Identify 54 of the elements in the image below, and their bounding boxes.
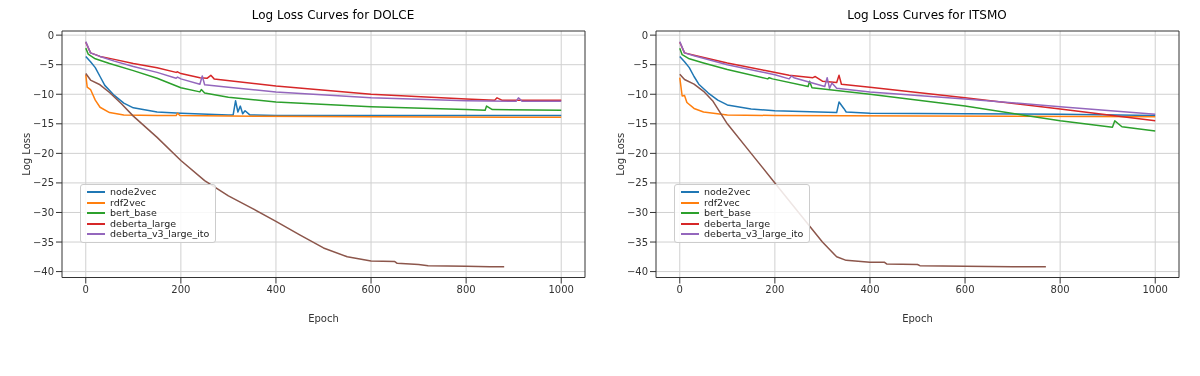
y-tick-label: 0: [47, 29, 54, 41]
y-tick-label: −15: [626, 118, 648, 130]
x-tick-label: 800: [1050, 283, 1070, 295]
line-series: [679, 73, 1047, 268]
x-tick-label: 600: [361, 283, 381, 295]
y-tick-label: −30: [32, 207, 54, 219]
x-tick-label: 0: [82, 283, 89, 295]
y-tick-label: −10: [32, 88, 54, 100]
y-tick-label: −5: [633, 59, 648, 71]
x-tick-label: 400: [860, 283, 880, 295]
legend-label: bert_base: [704, 207, 751, 220]
x-tick-label: 200: [171, 283, 191, 295]
y-tick-label: −20: [32, 147, 54, 159]
y-tick-label: −25: [626, 177, 648, 189]
y-tick-label: −35: [32, 236, 54, 248]
y-tick-label: −30: [626, 207, 648, 219]
legend-label: deberta_large: [110, 217, 177, 230]
x-axis-title: Epoch: [308, 312, 339, 324]
x-tick-label: 400: [266, 283, 286, 295]
chart-title: Log Loss Curves for ITSMO: [846, 8, 1008, 24]
line-series: [679, 76, 1156, 118]
legend-label: deberta_v3_large_ito: [704, 228, 804, 241]
line-series: [85, 73, 562, 119]
legend-label: deberta_v3_large_ito: [110, 228, 210, 241]
legend-label: rdf2vec: [704, 196, 740, 209]
line-series: [85, 72, 505, 268]
y-tick-label: −35: [626, 236, 648, 248]
x-tick-label: 200: [765, 283, 785, 295]
chart-title: Log Loss Curves for DOLCE: [250, 8, 416, 24]
y-tick-label: 0: [641, 29, 648, 41]
line-series: [679, 47, 1156, 132]
x-tick-label: 800: [456, 283, 476, 295]
y-tick-label: −10: [626, 88, 648, 100]
line-series: [679, 55, 1156, 117]
y-tick-label: −40: [32, 266, 54, 278]
y-axis-title: Log Loss: [20, 132, 32, 176]
legend-label: node2vec: [704, 186, 751, 199]
y-tick-label: −40: [626, 266, 648, 278]
x-tick-label: 1000: [1142, 283, 1168, 295]
x-tick-label: 1000: [548, 283, 574, 295]
legend-label: deberta_large: [704, 217, 771, 230]
x-tick-label: 600: [955, 283, 975, 295]
y-tick-label: −15: [32, 118, 54, 130]
y-axis-title: Log Loss: [614, 132, 626, 176]
x-axis-title: Epoch: [902, 312, 933, 324]
legend-label: rdf2vec: [110, 196, 146, 209]
y-tick-label: −5: [39, 59, 54, 71]
y-tick-label: −25: [32, 177, 54, 189]
y-tick-label: −20: [626, 147, 648, 159]
line-series: [85, 47, 562, 111]
line-series: [85, 55, 562, 117]
legend-label: node2vec: [110, 186, 157, 199]
x-tick-label: 0: [676, 283, 683, 295]
legend-label: bert_base: [110, 207, 157, 220]
